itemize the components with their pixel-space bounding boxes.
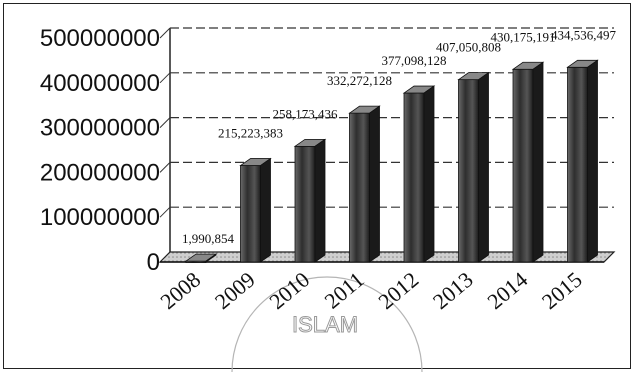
bar [511, 61, 545, 263]
data-label: 434,536,497 [551, 27, 617, 42]
data-label: 377,098,128 [382, 53, 447, 68]
bar-side [423, 85, 435, 263]
data-label: 332,272,128 [327, 73, 392, 88]
bar [184, 253, 218, 264]
x-tick-label: 2013 [428, 267, 478, 314]
bar-side [314, 138, 326, 263]
bar-front [240, 165, 261, 263]
bar-front [403, 92, 425, 263]
gridline-side [159, 117, 171, 128]
watermark-text: ISLAM [292, 312, 358, 337]
x-tick-label: 2010 [264, 267, 314, 314]
bar [239, 157, 272, 263]
y-tick-label: 200000000 [40, 159, 160, 186]
data-label: 1,990,854 [182, 231, 235, 246]
bar-front [512, 68, 534, 263]
bar-side [260, 157, 271, 263]
bar-side [587, 59, 598, 263]
bar [348, 105, 381, 263]
data-label: 258,173,436 [273, 106, 339, 121]
x-tick-label: 2014 [482, 267, 532, 314]
watermark: ISLAM [231, 276, 423, 373]
y-tick-label: 0 [147, 249, 160, 276]
gridline-side [159, 27, 171, 39]
x-tick-label: 2012 [373, 267, 423, 314]
y-tick-label: 300000000 [40, 115, 160, 142]
y-tick-label: 400000000 [40, 70, 160, 97]
bar [293, 138, 327, 263]
gridline-side [159, 72, 171, 84]
x-tick-label: 2009 [210, 267, 260, 314]
bar [457, 71, 490, 263]
bar-side [369, 105, 380, 263]
x-tick-label: 2008 [155, 267, 205, 314]
bar-side [532, 61, 544, 263]
bar-side [205, 253, 217, 263]
data-label: 430,175,191 [491, 29, 556, 44]
bar-front [458, 79, 479, 263]
bar-front [294, 145, 316, 263]
x-tick-label: 2015 [537, 267, 587, 314]
bar-front [567, 66, 588, 263]
bar [566, 59, 599, 263]
gridline-side [159, 162, 171, 173]
bar-front [349, 112, 370, 263]
bar [402, 85, 436, 263]
data-label: 215,223,383 [218, 126, 283, 141]
gridline-side [159, 206, 171, 218]
y-tick-label: 100000000 [40, 204, 160, 231]
data-label: 407,050,808 [436, 40, 501, 55]
chart-floor [158, 251, 616, 263]
y-tick-label: 500000000 [40, 25, 160, 52]
bar-side [478, 71, 489, 263]
x-tick-label: 2011 [320, 267, 369, 314]
